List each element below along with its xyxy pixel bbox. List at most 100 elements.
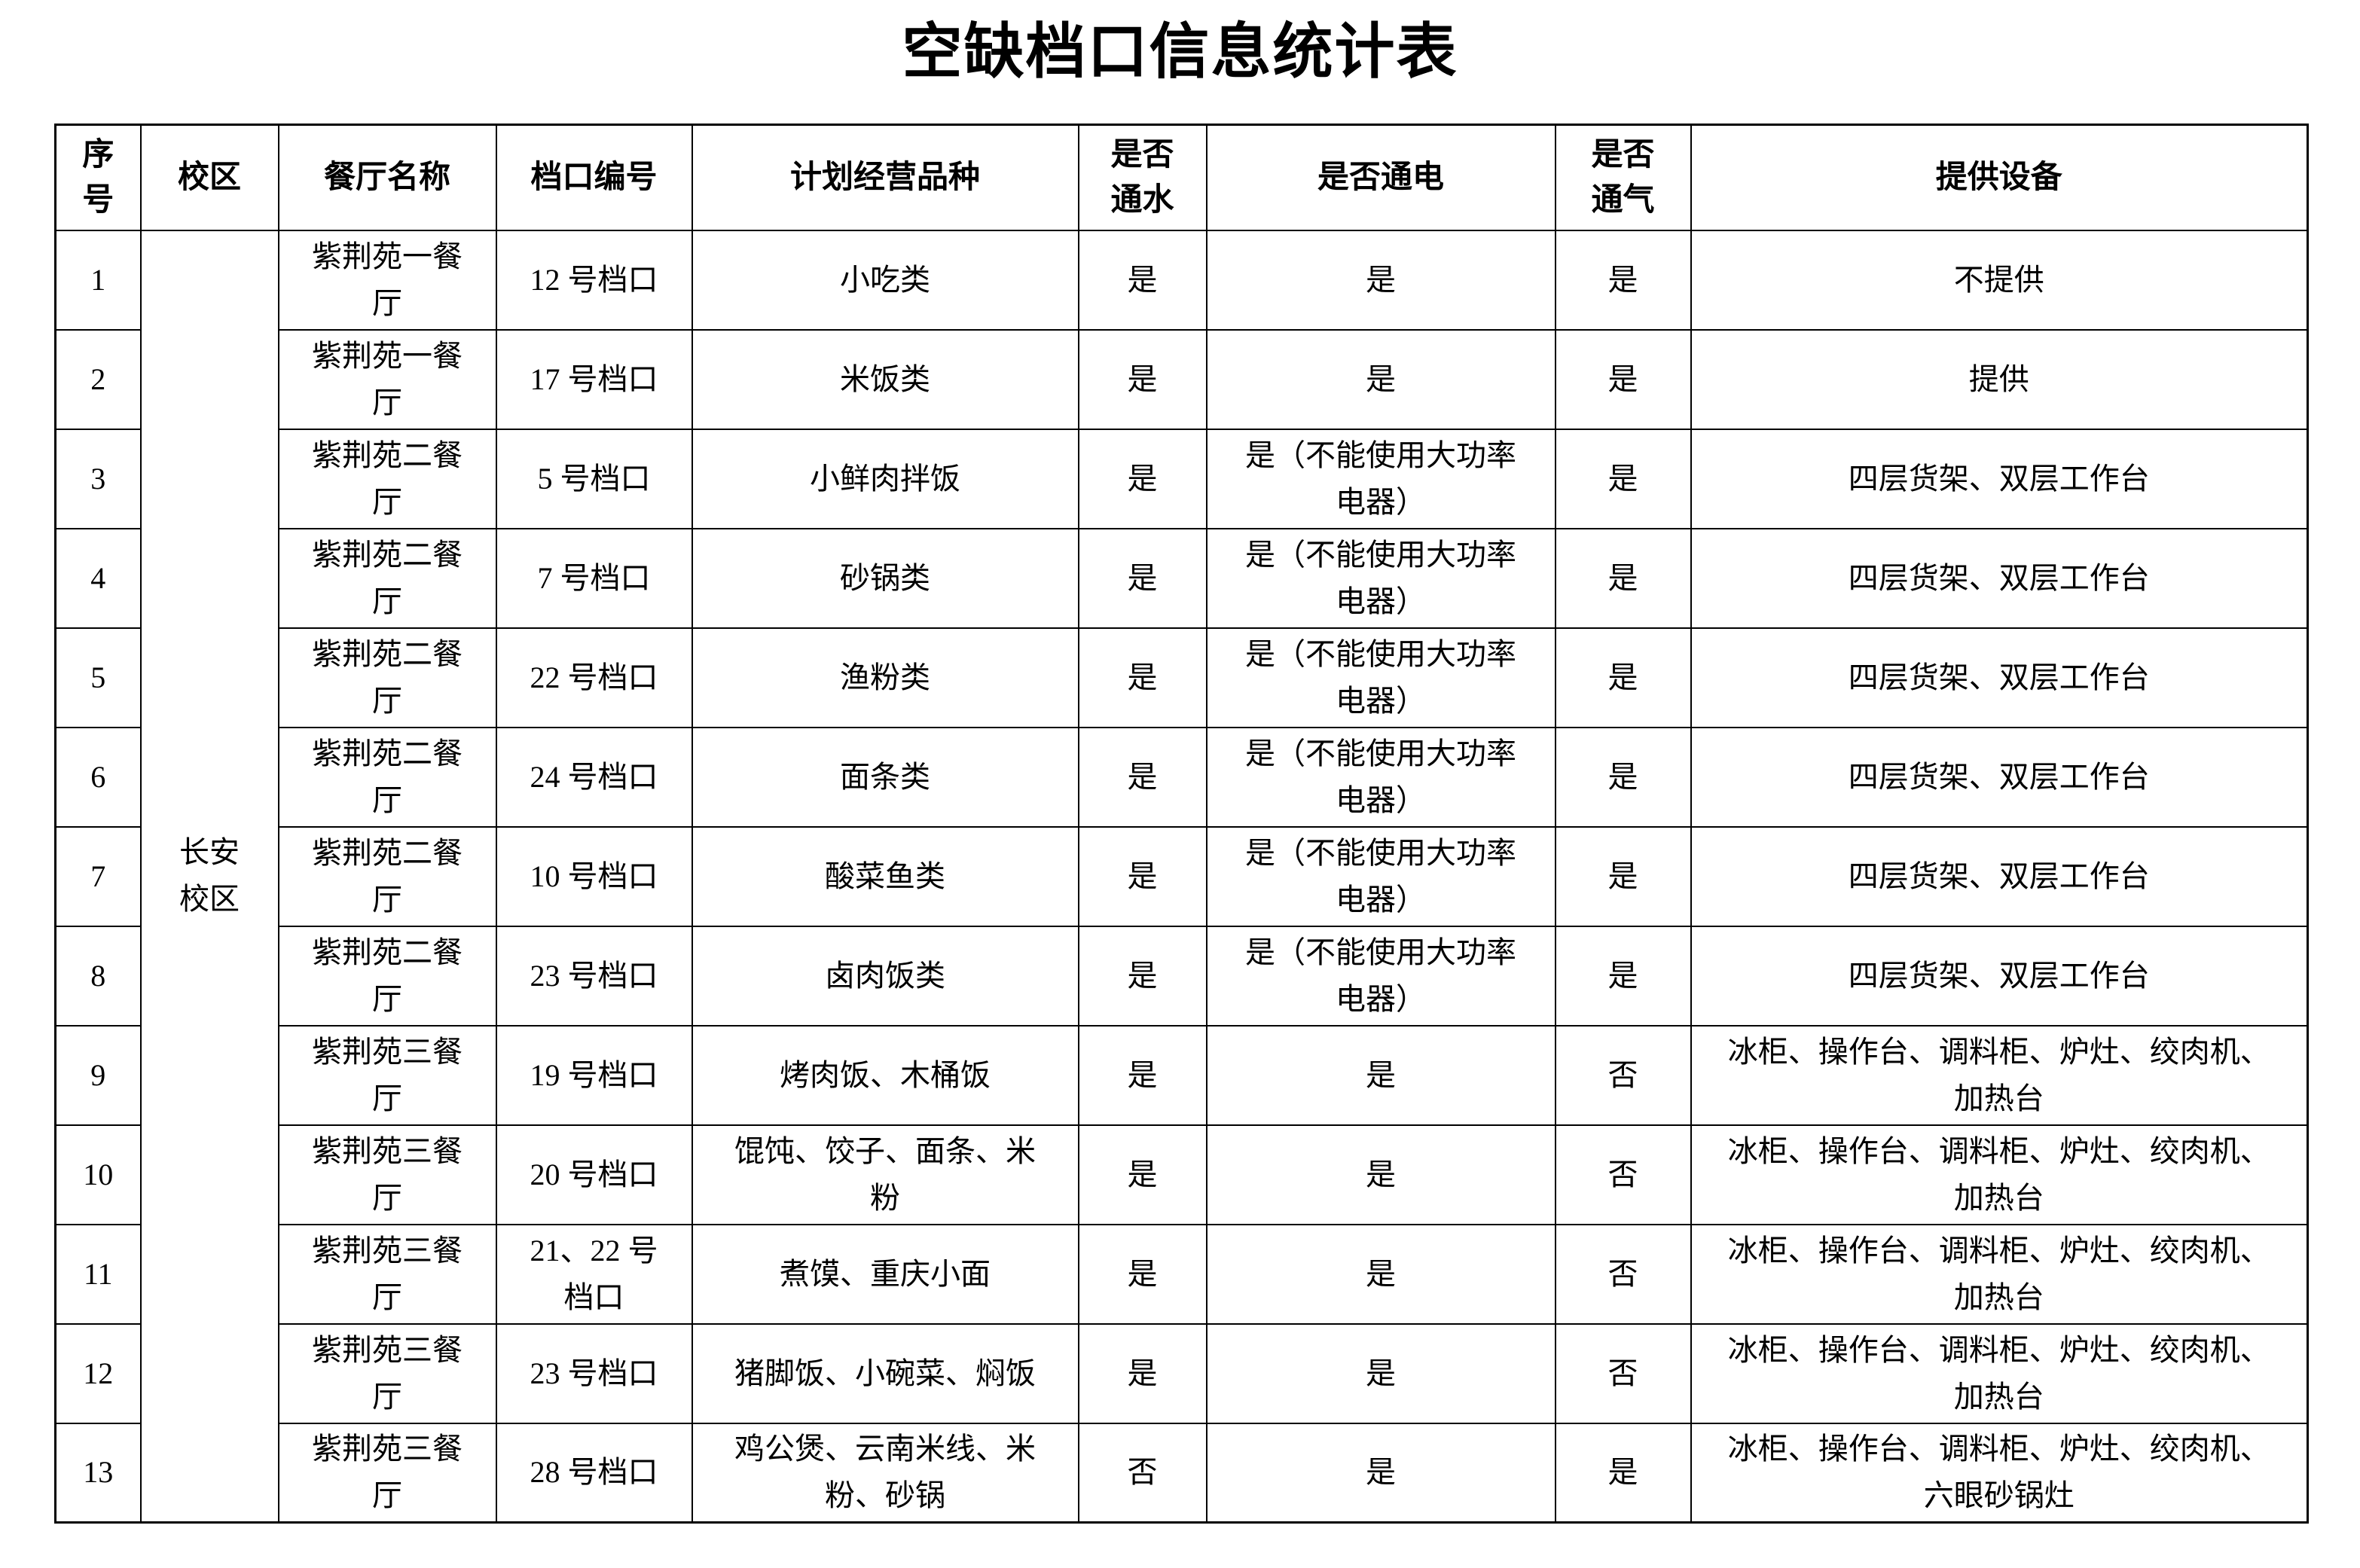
cell-gas: 是 [1554, 627, 1692, 728]
cell-gas: 否 [1554, 1024, 1692, 1126]
header-row: 序 号 校区 餐厅名称 档口编号 计划经营品种 是否 通水 是否通电 是否 通气… [54, 124, 2309, 231]
header-cell-index: 序 号 [54, 124, 142, 231]
cell-stall: 22 号档口 [495, 627, 693, 728]
cell-stall: 23 号档口 [495, 925, 693, 1027]
header-cell-category: 计划经营品种 [691, 124, 1079, 231]
cell-stall: 10 号档口 [495, 825, 693, 927]
cell-gas: 是 [1554, 328, 1692, 430]
cell-water: 是 [1077, 1322, 1207, 1424]
cell-equipment: 冰柜、操作台、调料柜、炉灶、绞肉机、 加热台 [1690, 1322, 2309, 1424]
cell-electric: 是 [1205, 1024, 1556, 1126]
cell-restaurant: 紫荆苑一餐 厅 [277, 229, 497, 331]
cell-category: 砂锅类 [691, 527, 1079, 629]
cell-electric: 是（不能使用大功率 电器） [1205, 527, 1556, 629]
cell-serial: 12 [54, 1322, 142, 1424]
cell-stall: 28 号档口 [495, 1422, 693, 1524]
cell-restaurant: 紫荆苑二餐 厅 [277, 627, 497, 728]
cell-equipment: 四层货架、双层工作台 [1690, 726, 2309, 828]
table-row: 11 紫荆苑三餐 厅 21、22 号 档口 煮馍、重庆小面 是 是 否 冰柜、操… [54, 1223, 2309, 1325]
cell-water: 是 [1077, 1223, 1207, 1325]
cell-stall: 24 号档口 [495, 726, 693, 828]
cell-gas: 是 [1554, 925, 1692, 1027]
cell-serial: 8 [54, 925, 142, 1027]
header-cell-electric: 是否通电 [1205, 124, 1556, 231]
cell-restaurant: 紫荆苑二餐 厅 [277, 428, 497, 529]
cell-water: 是 [1077, 229, 1207, 331]
cell-category: 米饭类 [691, 328, 1079, 430]
table-row: 5 紫荆苑二餐 厅 22 号档口 渔粉类 是 是（不能使用大功率 电器） 是 四… [54, 627, 2309, 728]
cell-serial: 6 [54, 726, 142, 828]
cell-electric: 是（不能使用大功率 电器） [1205, 627, 1556, 728]
cell-electric: 是 [1205, 229, 1556, 331]
cell-serial: 9 [54, 1024, 142, 1126]
cell-electric: 是 [1205, 1124, 1556, 1225]
cell-serial: 4 [54, 527, 142, 629]
cell-restaurant: 紫荆苑三餐 厅 [277, 1422, 497, 1524]
cell-equipment: 提供 [1690, 328, 2309, 430]
cell-gas: 是 [1554, 428, 1692, 529]
cell-category: 酸菜鱼类 [691, 825, 1079, 927]
cell-water: 是 [1077, 428, 1207, 529]
cell-water: 是 [1077, 527, 1207, 629]
cell-serial: 3 [54, 428, 142, 529]
cell-gas: 是 [1554, 825, 1692, 927]
table-row: 12 紫荆苑三餐 厅 23 号档口 猪脚饭、小碗菜、焖饭 是 是 否 冰柜、操作… [54, 1322, 2309, 1424]
cell-stall: 19 号档口 [495, 1024, 693, 1126]
cell-stall: 20 号档口 [495, 1124, 693, 1225]
cell-electric: 是 [1205, 1223, 1556, 1325]
cell-stall: 12 号档口 [495, 229, 693, 331]
cell-category: 馄饨、饺子、面条、米 粉 [691, 1124, 1079, 1225]
cell-restaurant: 紫荆苑三餐 厅 [277, 1322, 497, 1424]
cell-stall: 21、22 号 档口 [495, 1223, 693, 1325]
cell-serial: 10 [54, 1124, 142, 1225]
cell-restaurant: 紫荆苑三餐 厅 [277, 1024, 497, 1126]
table-row: 4 紫荆苑二餐 厅 7 号档口 砂锅类 是 是（不能使用大功率 电器） 是 四层… [54, 527, 2309, 629]
cell-water: 是 [1077, 726, 1207, 828]
cell-category: 猪脚饭、小碗菜、焖饭 [691, 1322, 1079, 1424]
cell-category: 烤肉饭、木桶饭 [691, 1024, 1079, 1126]
table-row: 7 紫荆苑二餐 厅 10 号档口 酸菜鱼类 是 是（不能使用大功率 电器） 是 … [54, 825, 2309, 927]
table-row: 8 紫荆苑二餐 厅 23 号档口 卤肉饭类 是 是（不能使用大功率 电器） 是 … [54, 925, 2309, 1027]
table-row: 2 紫荆苑一餐 厅 17 号档口 米饭类 是 是 是 提供 [54, 328, 2309, 430]
cell-equipment: 四层货架、双层工作台 [1690, 627, 2309, 728]
cell-stall: 23 号档口 [495, 1322, 693, 1424]
cell-electric: 是 [1205, 1322, 1556, 1424]
cell-equipment: 四层货架、双层工作台 [1690, 428, 2309, 529]
campus-cell: 长安 校区 [139, 229, 279, 1524]
table-row: 9 紫荆苑三餐 厅 19 号档口 烤肉饭、木桶饭 是 是 否 冰柜、操作台、调料… [54, 1024, 2309, 1126]
cell-electric: 是（不能使用大功率 电器） [1205, 428, 1556, 529]
cell-restaurant: 紫荆苑一餐 厅 [277, 328, 497, 430]
cell-gas: 否 [1554, 1223, 1692, 1325]
cell-category: 煮馍、重庆小面 [691, 1223, 1079, 1325]
cell-electric: 是（不能使用大功率 电器） [1205, 825, 1556, 927]
header-cell-campus: 校区 [139, 124, 279, 231]
cell-electric: 是（不能使用大功率 电器） [1205, 925, 1556, 1027]
cell-electric: 是 [1205, 1422, 1556, 1524]
cell-category: 鸡公煲、云南米线、米 粉、砂锅 [691, 1422, 1079, 1524]
cell-restaurant: 紫荆苑三餐 厅 [277, 1124, 497, 1225]
cell-electric: 是（不能使用大功率 电器） [1205, 726, 1556, 828]
cell-electric: 是 [1205, 328, 1556, 430]
cell-stall: 17 号档口 [495, 328, 693, 430]
cell-category: 面条类 [691, 726, 1079, 828]
cell-equipment: 不提供 [1690, 229, 2309, 331]
cell-water: 是 [1077, 1124, 1207, 1225]
cell-restaurant: 紫荆苑三餐 厅 [277, 1223, 497, 1325]
cell-serial: 5 [54, 627, 142, 728]
cell-serial: 13 [54, 1422, 142, 1524]
cell-equipment: 冰柜、操作台、调料柜、炉灶、绞肉机、 加热台 [1690, 1124, 2309, 1225]
cell-equipment: 四层货架、双层工作台 [1690, 925, 2309, 1027]
vacant-stall-stats-table: 序 号 校区 餐厅名称 档口编号 计划经营品种 是否 通水 是否通电 是否 通气… [54, 124, 2309, 1524]
header-cell-equipment: 提供设备 [1690, 124, 2309, 231]
cell-water: 是 [1077, 825, 1207, 927]
cell-gas: 是 [1554, 1422, 1692, 1524]
table-row: 1 长安 校区 紫荆苑一餐 厅 12 号档口 小吃类 是 是 是 不提供 [54, 229, 2309, 1524]
header-cell-gas: 是否 通气 [1554, 124, 1692, 231]
cell-restaurant: 紫荆苑二餐 厅 [277, 925, 497, 1027]
cell-equipment: 冰柜、操作台、调料柜、炉灶、绞肉机、 加热台 [1690, 1024, 2309, 1126]
cell-equipment: 冰柜、操作台、调料柜、炉灶、绞肉机、 加热台 [1690, 1223, 2309, 1325]
cell-serial: 7 [54, 825, 142, 927]
cell-restaurant: 紫荆苑二餐 厅 [277, 825, 497, 927]
table-row: 3 紫荆苑二餐 厅 5 号档口 小鲜肉拌饭 是 是（不能使用大功率 电器） 是 … [54, 428, 2309, 529]
cell-category: 小鲜肉拌饭 [691, 428, 1079, 529]
